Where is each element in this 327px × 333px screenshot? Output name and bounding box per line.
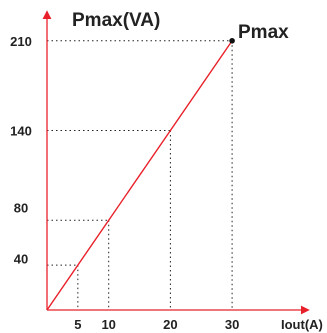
x-tick-label-0: 5 — [74, 317, 81, 332]
point-label: Pmax — [238, 22, 289, 43]
y-axis-label: Pmax(VA) — [72, 10, 160, 31]
y-tick-label-2: 140 — [10, 124, 32, 139]
y-tick-label-0: 40 — [14, 252, 28, 267]
axes — [42, 10, 310, 315]
x-tick-label-3: 30 — [225, 317, 239, 332]
highlight-point — [229, 37, 235, 44]
tick-labels: 5 10 20 30 40 80 140 210 — [10, 34, 239, 332]
x-tick-label-1: 10 — [101, 317, 115, 332]
guide-lines — [47, 40, 233, 310]
y-tick-label-1: 80 — [14, 200, 28, 215]
x-axis-label: Iout(A) — [281, 317, 323, 332]
series — [46, 37, 235, 311]
series-line-0 — [46, 40, 233, 311]
x-tick-label-2: 20 — [163, 317, 177, 332]
y-tick-label-3: 210 — [10, 34, 32, 49]
